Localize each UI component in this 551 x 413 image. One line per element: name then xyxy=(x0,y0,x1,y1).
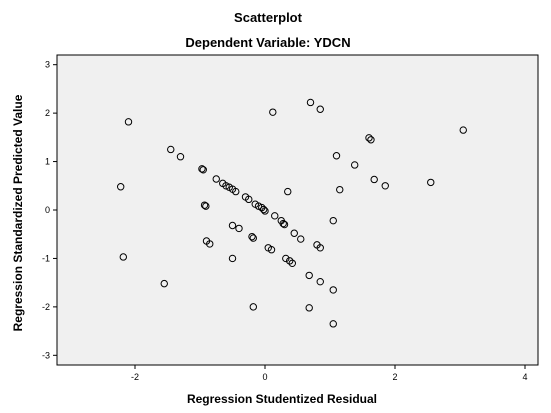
x-tick-label: -2 xyxy=(131,372,139,382)
scatter-point xyxy=(176,153,185,161)
scatter-point xyxy=(235,224,243,233)
chart-title: Scatterplot xyxy=(234,10,303,25)
scatter-point xyxy=(367,136,375,144)
x-tick-label: 4 xyxy=(522,372,527,382)
scatter-point xyxy=(297,235,305,243)
y-tick-label: 1 xyxy=(45,157,50,167)
scatter-point xyxy=(284,187,292,196)
y-tick-label: -2 xyxy=(42,302,50,312)
scatter-point xyxy=(248,232,256,241)
scatter-point xyxy=(332,152,341,160)
scatter-point xyxy=(288,259,296,267)
scatter-point xyxy=(228,254,237,263)
scatter-point xyxy=(167,145,175,154)
scatter-point xyxy=(198,165,206,173)
scatter-point xyxy=(267,246,276,254)
plot-area xyxy=(56,54,539,366)
scatter-point xyxy=(206,240,214,248)
scatter-point xyxy=(365,134,373,142)
y-tick-label: -3 xyxy=(42,350,50,360)
chart-subtitle: Dependent Variable: YDCN xyxy=(185,35,350,50)
x-axis-ticks: -2 0 2 4 xyxy=(131,365,528,382)
y-tick-label: 0 xyxy=(45,205,50,215)
scatter-point xyxy=(329,286,337,294)
y-tick-label: 2 xyxy=(45,108,50,118)
scatter-point xyxy=(381,182,389,190)
y-axis-ticks: 3 2 1 0 -1 -2 -3 xyxy=(42,60,57,360)
scatter-point xyxy=(336,185,344,194)
x-axis-label: Regression Studentized Residual xyxy=(187,392,377,406)
scatter-point xyxy=(279,219,287,228)
scatter-point xyxy=(316,277,324,286)
scatter-point xyxy=(269,108,277,116)
x-tick-label: 2 xyxy=(392,372,397,382)
scatter-point xyxy=(316,105,324,113)
scatter-point xyxy=(160,279,168,288)
scatter-point xyxy=(212,175,220,183)
x-tick-label: 0 xyxy=(262,372,267,382)
scatter-point xyxy=(199,166,207,174)
scatter-point xyxy=(200,201,209,209)
y-tick-label: -1 xyxy=(42,253,50,263)
scatter-point xyxy=(271,212,279,220)
scatter-point xyxy=(280,220,289,229)
scatter-point xyxy=(282,254,290,263)
scatter-point xyxy=(351,161,359,169)
scatter-point xyxy=(228,221,237,230)
y-tick-label: 3 xyxy=(45,60,50,70)
scatter-point xyxy=(249,234,258,242)
scatter-point xyxy=(202,202,210,210)
scatter-point xyxy=(305,304,313,312)
scatter-point xyxy=(370,175,378,184)
scatter-point xyxy=(286,257,294,265)
scatter-point xyxy=(305,271,313,280)
scatter-point xyxy=(459,126,467,134)
scatter-point xyxy=(329,216,337,225)
scatter-point xyxy=(232,187,240,196)
scatter-point xyxy=(249,303,258,311)
scatter-point xyxy=(306,98,315,107)
scatter-point xyxy=(261,207,269,215)
y-axis-label: Regression Standardized Predicted Value xyxy=(11,94,25,331)
scatter-point xyxy=(329,320,337,328)
scatter-point xyxy=(119,253,128,261)
data-points xyxy=(117,98,467,328)
scatter-point xyxy=(260,205,268,214)
scatter-point xyxy=(124,118,133,126)
scatter-point xyxy=(290,229,298,237)
scatter-point xyxy=(117,183,125,191)
scatter-point xyxy=(316,244,324,252)
scatter-point xyxy=(427,178,435,187)
scatter-point xyxy=(245,195,253,204)
